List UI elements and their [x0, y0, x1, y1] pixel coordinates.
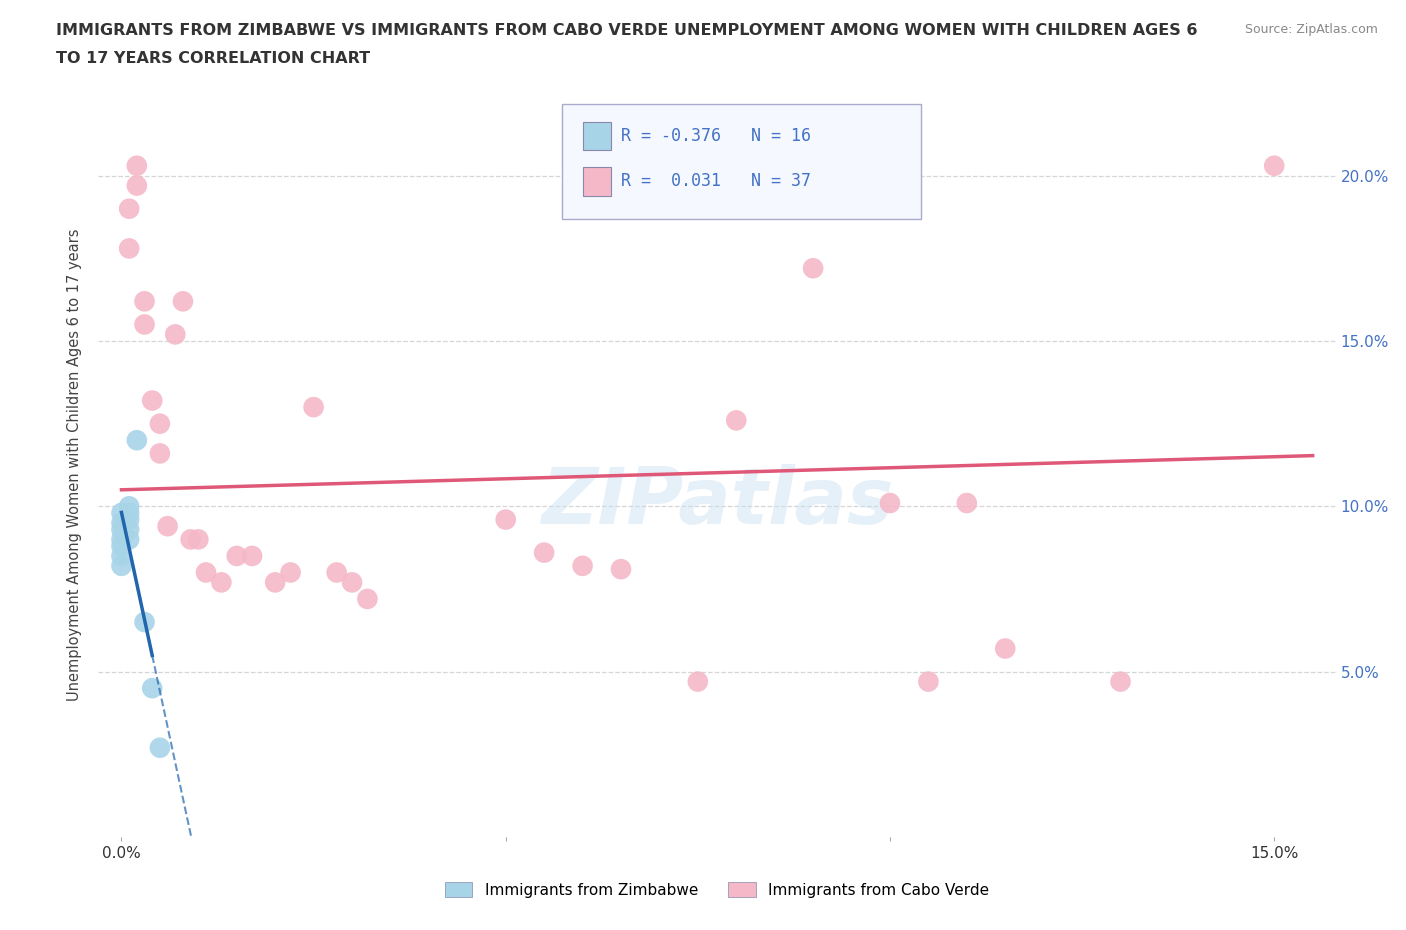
Text: Source: ZipAtlas.com: Source: ZipAtlas.com: [1244, 23, 1378, 36]
Point: [118, 201, 141, 216]
Text: R = -0.376   N = 16: R = -0.376 N = 16: [620, 127, 810, 145]
Text: TO 17 YEARS CORRELATION CHART: TO 17 YEARS CORRELATION CHART: [56, 51, 370, 66]
Point: [125, 158, 148, 173]
Point: [118, 506, 141, 521]
Point: [110, 549, 132, 564]
Point: [118, 522, 141, 537]
Point: [195, 565, 218, 580]
Point: [533, 545, 555, 560]
Text: ZIPatlas: ZIPatlas: [541, 464, 893, 540]
Point: [340, 575, 363, 590]
Point: [141, 393, 163, 408]
Point: [801, 260, 824, 275]
Point: [134, 294, 156, 309]
Point: [240, 549, 263, 564]
Point: [209, 575, 232, 590]
Y-axis label: Unemployment Among Women with Children Ages 6 to 17 years: Unemployment Among Women with Children A…: [67, 229, 83, 701]
Point: [110, 506, 132, 521]
Point: [571, 558, 593, 573]
Point: [118, 512, 141, 527]
Point: [325, 565, 347, 580]
Text: IMMIGRANTS FROM ZIMBABWE VS IMMIGRANTS FROM CABO VERDE UNEMPLOYMENT AMONG WOMEN : IMMIGRANTS FROM ZIMBABWE VS IMMIGRANTS F…: [56, 23, 1198, 38]
Point: [149, 417, 172, 432]
Point: [125, 432, 148, 447]
Bar: [583, 122, 610, 151]
Legend: Immigrants from Zimbabwe, Immigrants from Cabo Verde: Immigrants from Zimbabwe, Immigrants fro…: [439, 875, 995, 904]
Point: [134, 615, 156, 630]
Point: [165, 327, 187, 342]
Point: [110, 558, 132, 573]
Point: [879, 496, 901, 511]
Point: [956, 496, 979, 511]
Bar: [583, 167, 610, 195]
Point: [149, 740, 172, 755]
Point: [1263, 158, 1285, 173]
Point: [118, 241, 141, 256]
Point: [1109, 674, 1132, 689]
Point: [725, 413, 748, 428]
Point: [994, 641, 1017, 656]
Text: R =  0.031   N = 37: R = 0.031 N = 37: [620, 172, 810, 190]
Point: [110, 522, 132, 537]
Point: [118, 498, 141, 513]
Point: [225, 549, 247, 564]
Point: [610, 562, 633, 577]
Point: [156, 519, 179, 534]
Point: [495, 512, 517, 527]
Point: [118, 532, 141, 547]
Point: [302, 400, 325, 415]
Point: [686, 674, 709, 689]
Point: [110, 532, 132, 547]
FancyBboxPatch shape: [562, 104, 921, 219]
Point: [110, 538, 132, 553]
Point: [141, 681, 163, 696]
Point: [125, 179, 148, 193]
Point: [172, 294, 194, 309]
Point: [280, 565, 302, 580]
Point: [917, 674, 939, 689]
Point: [187, 532, 209, 547]
Point: [149, 446, 172, 461]
Point: [110, 515, 132, 530]
Point: [180, 532, 202, 547]
Point: [134, 317, 156, 332]
Point: [356, 591, 378, 606]
Point: [264, 575, 287, 590]
